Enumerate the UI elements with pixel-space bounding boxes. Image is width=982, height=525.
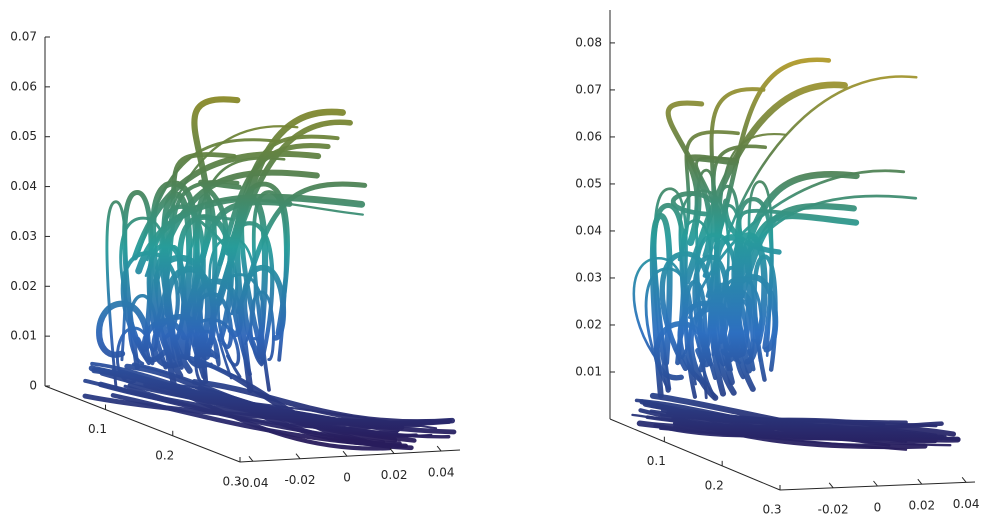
x-tick: [828, 482, 834, 489]
streamtube: [683, 279, 708, 399]
x-tick: [917, 478, 923, 485]
streamtube: [135, 138, 282, 258]
streamtube: [703, 133, 788, 314]
x-tick: [342, 450, 348, 457]
z-tick-label: 0.02: [10, 279, 37, 293]
z-tick-label: 0.04: [575, 223, 602, 237]
x-tick: [295, 453, 301, 460]
streamtube: [734, 203, 857, 312]
streamtube: [687, 169, 906, 319]
streamtube: [197, 385, 405, 430]
x-tick-label: 0.04: [953, 497, 980, 511]
z-tick-label: 0.05: [10, 129, 37, 143]
streamtube: [235, 181, 368, 315]
streamtube: [97, 381, 453, 427]
z-tick-label: 0: [29, 379, 37, 393]
z-tick-label: 0.04: [10, 179, 37, 193]
x-axis: [239, 449, 461, 463]
y-axis: [44, 385, 241, 463]
streamtube: [687, 304, 746, 401]
x-tick: [436, 445, 442, 452]
streamtube: [183, 199, 293, 319]
x-tick-label: -0.04: [237, 476, 268, 490]
streamtube: [208, 119, 353, 326]
streamtube: [702, 87, 766, 278]
streamtube: [653, 187, 688, 391]
z-tick-label: 0.01: [10, 329, 37, 343]
streamtube: [191, 96, 241, 264]
streamtube: [241, 264, 286, 365]
streamtube: [111, 368, 451, 439]
x-tick-label: 0.02: [908, 499, 935, 513]
x-tick: [389, 448, 395, 454]
streamtube: [216, 273, 266, 379]
streamtube: [677, 413, 938, 428]
x-tick-label: 0.04: [428, 466, 455, 480]
x-tick-label: -0.02: [284, 473, 315, 487]
y-tick-label: 0.1: [88, 422, 107, 436]
y-tick-label: 0.2: [155, 448, 174, 462]
x-tick-label: 0.02: [381, 468, 408, 482]
streamtube: [732, 299, 755, 380]
y-axis: [609, 418, 781, 491]
z-tick-label: 0.03: [10, 229, 37, 243]
z-tick-label: 0.06: [575, 129, 602, 143]
streamtube: [683, 81, 848, 285]
x-tick: [873, 480, 878, 487]
x-tick: [248, 455, 254, 462]
streamtube: [135, 193, 366, 275]
streamtube: [225, 134, 340, 256]
streamtube: [123, 384, 404, 430]
z-tick-label: 0.08: [575, 35, 602, 49]
x-tick-label: 0: [874, 501, 882, 515]
z-tick-label: 0.02: [575, 317, 602, 331]
z-tick-label: 0.05: [575, 176, 602, 190]
streamtube: [196, 214, 239, 316]
x-tick: [961, 477, 967, 483]
streamtube: [724, 75, 918, 244]
streamtube: [227, 221, 275, 377]
y-tick-label: 0.1: [647, 454, 666, 468]
streamtubes: [82, 57, 961, 451]
streamtube: [714, 57, 832, 244]
z-tick-label: 0.03: [575, 270, 602, 284]
x-tick-label: 0: [343, 471, 351, 485]
z-tick-label: 0.01: [575, 364, 602, 378]
z-tick-label: 0.06: [10, 79, 37, 93]
y-tick-label: 0.3: [762, 503, 781, 517]
streamtube: [649, 212, 673, 399]
streamtube: [631, 413, 952, 447]
streamtube: [650, 404, 908, 424]
streamtube: [729, 208, 795, 309]
x-tick-label: -0.02: [818, 502, 849, 516]
z-tick-label: 0.07: [575, 82, 602, 96]
z-tick-label: 0.07: [10, 30, 37, 44]
y-tick-label: 0.3: [222, 475, 241, 489]
y-tick-label: 0.2: [705, 478, 724, 492]
